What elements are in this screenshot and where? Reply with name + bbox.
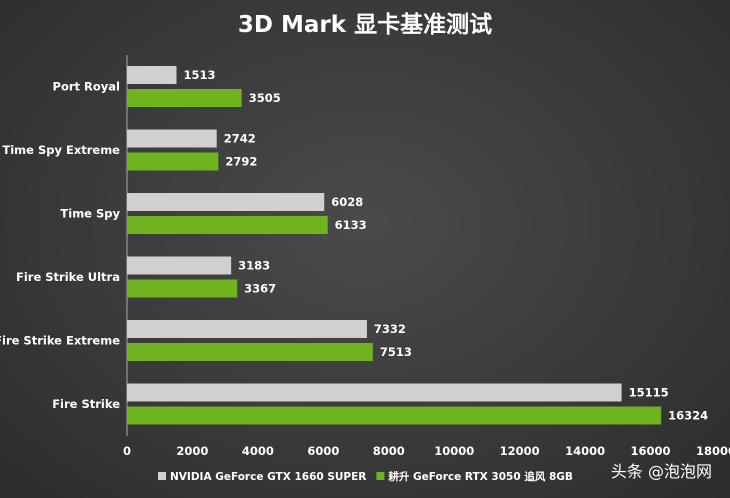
watermark-text: 头条 @泡泡网 [611,462,712,481]
bar-fire-strike-ultra-series-2 [127,279,238,298]
bar-fire-strike-series-2 [127,406,662,425]
chart-title: 3D Mark 显卡基准测试 [238,12,492,38]
value-label-fire-strike-ultra-series-1: 3183 [238,259,270,273]
bar-time-spy-series-1 [127,193,325,211]
watermark: 头条 @泡泡网 [611,462,712,481]
x-tick-16000: 16000 [631,444,671,458]
x-tick-18000: 18000 [696,444,730,458]
category-label-time-spy-extreme: Time Spy Extreme [2,143,120,157]
category-label-port-royal: Port Royal [53,80,120,94]
x-tick-14000: 14000 [565,444,605,458]
x-axis-ticks: 0 2000 4000 6000 8000 10000 12000 14000 16000 180… [123,444,730,458]
value-label-port-royal-series-1: 1513 [184,68,216,82]
category-labels: Port Royal Time Spy Extreme Time Spy Fire S… [0,80,120,412]
value-label-fire-strike-extreme-series-1: 7332 [374,322,406,336]
bar-fire-strike-ultra-series-1 [127,256,232,275]
bar-fire-strike-extreme-series-1 [127,320,367,338]
value-label-time-spy-extreme-series-2: 2792 [225,155,257,169]
bars-layer: 1513 3505 2742 2792 6028 6133 3183 3367 7332 7513… [127,66,708,425]
x-tick-2000: 2000 [176,444,208,458]
value-label-time-spy-extreme-series-1: 2742 [224,132,256,146]
legend-label-series-2: 耕升 GeForce RTX 3050 追风 8GB [388,470,573,483]
bar-fire-strike-extreme-series-2 [127,343,373,361]
x-tick-4000: 4000 [242,444,274,458]
value-label-fire-strike-series-2: 16324 [668,409,708,423]
category-label-fire-strike: Fire Strike [52,397,120,411]
category-label-fire-strike-extreme: Fire Strike Extreme [0,334,120,348]
value-label-port-royal-series-2: 3505 [249,91,281,105]
value-label-fire-strike-ultra-series-2: 3367 [244,282,276,296]
value-label-fire-strike-extreme-series-2: 7513 [380,345,412,359]
category-label-time-spy: Time Spy [60,207,120,221]
legend: NVIDIA GeForce GTX 1660 SUPER 耕升 GeForce … [158,470,573,483]
x-tick-12000: 12000 [500,444,540,458]
bar-port-royal-series-2 [127,89,242,107]
x-tick-10000: 10000 [434,444,474,458]
category-label-fire-strike-ultra: Fire Strike Ultra [16,270,120,284]
legend-label-series-1: NVIDIA GeForce GTX 1660 SUPER [170,471,366,483]
x-tick-6000: 6000 [307,444,339,458]
bar-time-spy-extreme-series-2 [127,152,219,171]
value-label-fire-strike-series-1: 15115 [629,386,669,400]
value-label-time-spy-series-1: 6028 [331,195,363,209]
bar-time-spy-series-2 [127,216,328,234]
x-tick-0: 0 [123,444,131,458]
x-tick-8000: 8000 [373,444,405,458]
bar-fire-strike-series-1 [127,383,622,402]
bar-time-spy-extreme-series-1 [127,129,217,148]
legend-swatch-series-2 [376,472,385,480]
value-label-time-spy-series-2: 6133 [335,218,367,232]
legend-swatch-series-1 [158,472,166,480]
bar-port-royal-series-1 [127,66,177,84]
